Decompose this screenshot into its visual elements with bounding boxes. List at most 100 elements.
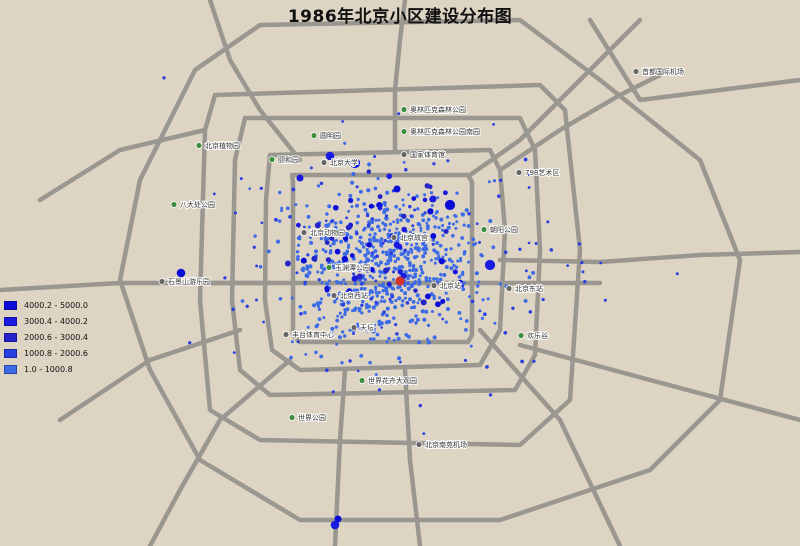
community-dot	[412, 305, 417, 310]
community-dot	[426, 284, 430, 289]
community-dot	[486, 297, 490, 301]
community-dot	[457, 275, 462, 279]
community-dot	[212, 192, 216, 196]
community-dot	[424, 247, 429, 251]
radial-road-south	[332, 367, 348, 546]
community-dot	[457, 243, 461, 247]
community-dot	[385, 340, 389, 344]
community-dot	[351, 275, 358, 282]
community-dot	[365, 247, 369, 252]
community-dot	[377, 205, 383, 211]
community-dot	[454, 265, 459, 270]
community-dot	[406, 382, 410, 386]
community-dot	[384, 320, 389, 325]
community-dot	[312, 303, 317, 308]
place-label: 北京大学	[330, 158, 358, 167]
second-ring-road	[289, 172, 475, 345]
community-dot	[367, 237, 372, 242]
community-dot	[444, 265, 449, 270]
community-dot	[326, 292, 331, 297]
community-dot	[325, 224, 329, 228]
community-dot	[345, 216, 349, 220]
community-dot	[324, 240, 330, 245]
place-label-halo: 首都国际机场	[642, 67, 684, 76]
community-dot	[307, 225, 311, 229]
community-dot	[408, 319, 413, 324]
park-icon	[358, 377, 366, 384]
community-dot	[311, 255, 318, 262]
community-dot	[386, 240, 390, 244]
community-dot	[409, 274, 412, 277]
community-dot	[278, 190, 282, 195]
community-dot	[290, 296, 294, 300]
community-dot	[378, 228, 382, 233]
community-dot	[392, 338, 396, 342]
community-dot	[430, 310, 434, 313]
community-dot	[438, 277, 443, 282]
community-dot	[401, 265, 405, 269]
community-dot	[285, 206, 290, 211]
community-dot	[385, 306, 390, 311]
community-dot	[382, 200, 387, 205]
community-dot	[450, 260, 454, 264]
community-dot	[438, 258, 445, 265]
community-dot	[375, 238, 380, 243]
community-dot	[330, 219, 335, 223]
landmark-icon	[300, 229, 308, 236]
community-dot	[541, 297, 545, 302]
community-dot	[520, 359, 524, 364]
community-dot	[441, 317, 445, 321]
community-dot	[323, 249, 328, 254]
community-dot	[341, 292, 345, 296]
community-dot	[382, 310, 386, 315]
community-dot	[394, 204, 399, 209]
community-dot	[371, 329, 376, 334]
community-dot	[366, 250, 371, 255]
community-dot	[409, 284, 414, 289]
legend-item: 1000.8 - 2000.6	[4, 345, 88, 361]
community-dot	[455, 220, 459, 224]
community-dot	[461, 287, 466, 292]
community-dot	[290, 340, 294, 344]
community-dot	[319, 229, 324, 234]
community-dot	[416, 207, 420, 211]
community-dot	[358, 189, 363, 194]
landmark-icon	[400, 151, 408, 158]
community-dot	[369, 337, 373, 341]
community-dot	[437, 312, 442, 317]
community-dot	[252, 245, 256, 249]
park-icon	[517, 332, 525, 339]
community-dot	[372, 337, 376, 341]
community-dot	[365, 213, 370, 218]
community-dot	[549, 248, 554, 252]
community-dot	[437, 254, 441, 258]
community-dot	[245, 304, 249, 308]
landmark-icon	[158, 278, 166, 285]
community-dot	[462, 252, 466, 256]
community-dot	[398, 360, 402, 364]
community-dot	[424, 309, 429, 314]
community-dot	[381, 288, 385, 293]
radial-road-north	[392, 0, 408, 153]
community-dot	[373, 323, 376, 327]
place-label: 北京植物园	[205, 141, 240, 150]
community-dot	[393, 305, 398, 310]
community-dot	[411, 300, 416, 304]
community-dot	[374, 373, 378, 376]
park-icon	[400, 106, 408, 113]
place-label-halo: 奥林匹克森林公园	[410, 105, 466, 114]
community-dot	[432, 162, 436, 166]
community-dot	[426, 217, 431, 222]
community-dot	[424, 278, 429, 283]
community-dot	[459, 317, 463, 321]
community-dot	[340, 315, 344, 319]
community-dot	[284, 260, 291, 267]
community-dot	[359, 260, 363, 264]
community-dot	[440, 298, 446, 304]
community-dot	[440, 228, 445, 232]
landmark-icon	[350, 324, 358, 331]
